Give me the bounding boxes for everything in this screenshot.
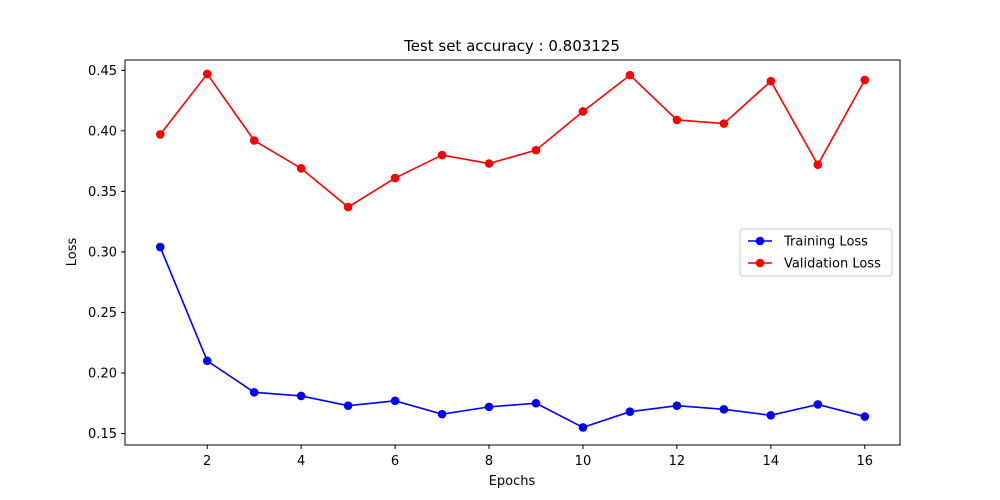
- series-line: [159, 72, 866, 209]
- data-point: [672, 401, 682, 410]
- x-tick-label: 12: [669, 454, 686, 469]
- data-point: [155, 130, 165, 139]
- legend-marker: [755, 236, 765, 246]
- data-point: [296, 391, 306, 401]
- data-point: [766, 411, 776, 420]
- axis-ticks: 2 4 6 8 10 12 14 16 0.15 0.20 0.25 0.30 0.35 0.40 0.45: [88, 64, 873, 469]
- legend-item: Training Loss: [748, 235, 868, 250]
- data-point: [625, 70, 635, 80]
- data-point: [531, 145, 541, 155]
- data-point: [155, 242, 165, 252]
- data-point: [766, 76, 776, 86]
- x-tick-label: 10: [575, 454, 592, 469]
- y-axis-label: Loss: [65, 238, 80, 267]
- data-point: [719, 119, 729, 128]
- data-point: [531, 398, 541, 408]
- y-tick-label: 0.35: [88, 185, 117, 200]
- chart-title: Test set accuracy : 0.803125: [403, 37, 620, 55]
- y-tick-label: 0.25: [88, 306, 117, 321]
- data-point: [484, 159, 494, 168]
- x-tick-label: 4: [297, 454, 305, 469]
- series-validation-loss: [155, 69, 870, 212]
- series-line: [159, 246, 865, 429]
- data-point: [296, 164, 306, 173]
- data-point: [484, 402, 494, 412]
- data-point: [813, 160, 823, 170]
- data-point: [390, 173, 400, 183]
- data-point: [860, 412, 870, 421]
- data-point: [249, 136, 259, 145]
- data-point: [390, 396, 400, 406]
- data-point: [249, 388, 259, 397]
- y-tick-label: 0.20: [88, 366, 117, 381]
- legend: Training Loss Validation Loss: [739, 228, 893, 277]
- data-point: [343, 401, 353, 410]
- data-point: [813, 400, 823, 409]
- x-tick-label: 16: [856, 454, 873, 469]
- y-tick-label: 0.40: [88, 124, 117, 139]
- data-point: [437, 409, 447, 419]
- legend-marker: [755, 258, 765, 268]
- y-tick-label: 0.15: [88, 427, 117, 442]
- x-tick-label: 6: [391, 454, 399, 469]
- legend-item: Validation Loss: [748, 257, 881, 272]
- legend-label: Training Loss: [783, 235, 868, 250]
- series-layer: [155, 69, 870, 432]
- x-axis-label: Epochs: [489, 474, 536, 489]
- legend-label: Validation Loss: [784, 257, 881, 272]
- data-point: [437, 150, 447, 160]
- data-point: [860, 75, 870, 85]
- data-point: [625, 407, 635, 417]
- data-point: [202, 356, 212, 366]
- data-point: [719, 404, 729, 414]
- legend-box: [739, 228, 893, 277]
- data-point: [672, 115, 682, 125]
- y-tick-label: 0.30: [88, 245, 117, 260]
- y-tick-label: 0.45: [88, 64, 117, 79]
- data-point: [202, 69, 212, 79]
- plot-frame: [124, 59, 901, 446]
- x-tick-label: 14: [763, 454, 780, 469]
- data-point: [343, 202, 353, 212]
- x-tick-label: 8: [485, 454, 493, 469]
- x-tick-label: 2: [203, 454, 211, 469]
- data-point: [578, 107, 588, 116]
- data-point: [578, 423, 588, 432]
- series-training-loss: [155, 242, 870, 432]
